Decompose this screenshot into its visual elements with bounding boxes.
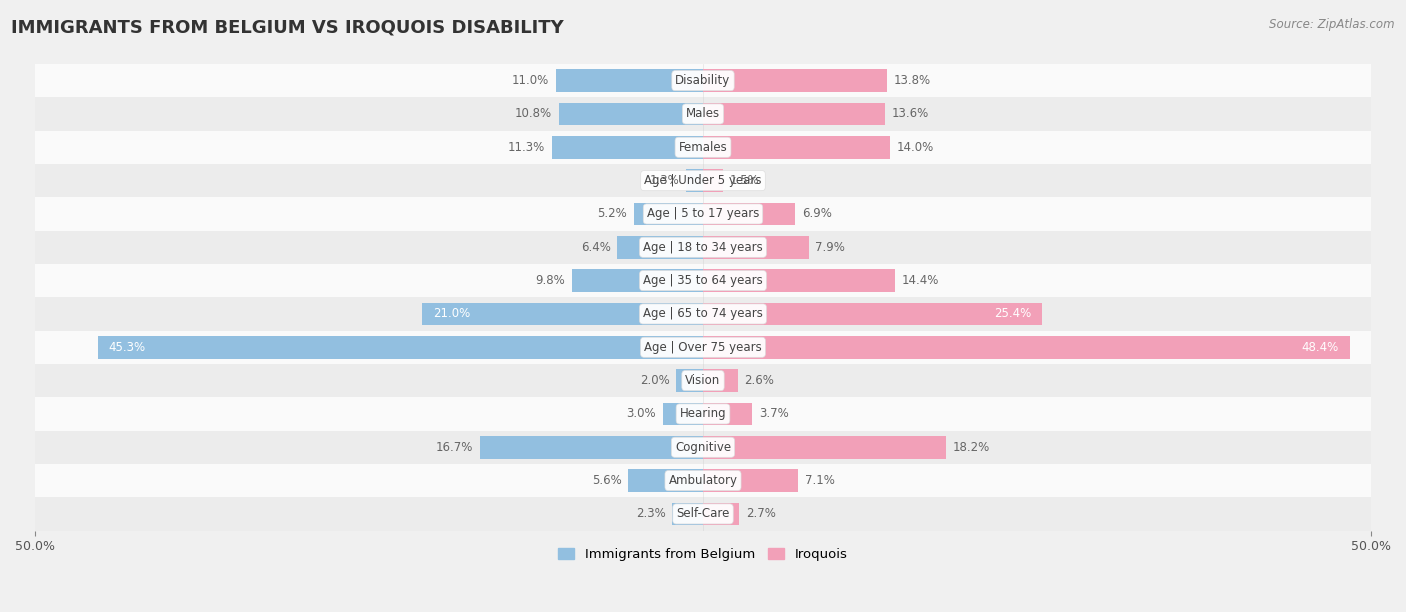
Bar (703, 469, 797, 492)
Text: Vision: Vision (685, 374, 721, 387)
Bar (703, 170, 723, 192)
Bar (35, 397, 1371, 431)
Text: Hearing: Hearing (679, 408, 727, 420)
Text: 1.5%: 1.5% (730, 174, 759, 187)
Bar (703, 403, 752, 425)
Text: 45.3%: 45.3% (108, 341, 146, 354)
Bar (98, 336, 703, 359)
Bar (703, 302, 1042, 325)
Bar (35, 498, 1371, 531)
Bar (35, 264, 1371, 297)
Text: 14.0%: 14.0% (897, 141, 934, 154)
Text: 11.0%: 11.0% (512, 74, 550, 87)
Text: 21.0%: 21.0% (433, 307, 471, 321)
Text: 2.6%: 2.6% (744, 374, 775, 387)
Bar (628, 469, 703, 492)
Bar (555, 69, 703, 92)
Bar (35, 464, 1371, 498)
Bar (703, 369, 738, 392)
Bar (558, 103, 703, 125)
Text: 14.4%: 14.4% (903, 274, 939, 287)
Bar (479, 436, 703, 458)
Text: 3.7%: 3.7% (759, 408, 789, 420)
Bar (703, 236, 808, 259)
Bar (662, 403, 703, 425)
Text: 7.9%: 7.9% (815, 241, 845, 254)
Bar (703, 269, 896, 292)
Bar (35, 97, 1371, 130)
Text: Cognitive: Cognitive (675, 441, 731, 453)
Text: Age | 18 to 34 years: Age | 18 to 34 years (643, 241, 763, 254)
Text: 5.6%: 5.6% (592, 474, 621, 487)
Text: Disability: Disability (675, 74, 731, 87)
Text: 7.1%: 7.1% (804, 474, 834, 487)
Text: 6.4%: 6.4% (581, 241, 610, 254)
Bar (35, 64, 1371, 97)
Bar (422, 302, 703, 325)
Bar (703, 136, 890, 159)
Text: Self-Care: Self-Care (676, 507, 730, 520)
Text: 13.8%: 13.8% (894, 74, 931, 87)
Text: 25.4%: 25.4% (994, 307, 1032, 321)
Text: IMMIGRANTS FROM BELGIUM VS IROQUOIS DISABILITY: IMMIGRANTS FROM BELGIUM VS IROQUOIS DISA… (11, 18, 564, 36)
Bar (35, 330, 1371, 364)
Text: Age | 65 to 74 years: Age | 65 to 74 years (643, 307, 763, 321)
Legend: Immigrants from Belgium, Iroquois: Immigrants from Belgium, Iroquois (553, 542, 853, 566)
Text: 13.6%: 13.6% (891, 108, 928, 121)
Bar (703, 436, 946, 458)
Bar (676, 369, 703, 392)
Bar (703, 336, 1350, 359)
Bar (35, 197, 1371, 231)
Text: 16.7%: 16.7% (436, 441, 474, 453)
Bar (634, 203, 703, 225)
Bar (553, 136, 703, 159)
Text: 6.9%: 6.9% (801, 207, 832, 220)
Text: Ambulatory: Ambulatory (668, 474, 738, 487)
Text: Age | 35 to 64 years: Age | 35 to 64 years (643, 274, 763, 287)
Text: 10.8%: 10.8% (515, 108, 553, 121)
Text: Males: Males (686, 108, 720, 121)
Bar (35, 297, 1371, 330)
Text: 1.3%: 1.3% (650, 174, 679, 187)
Text: 18.2%: 18.2% (953, 441, 990, 453)
Text: Age | Under 5 years: Age | Under 5 years (644, 174, 762, 187)
Text: 9.8%: 9.8% (536, 274, 565, 287)
Text: 48.4%: 48.4% (1302, 341, 1339, 354)
Text: 2.3%: 2.3% (636, 507, 665, 520)
Text: Source: ZipAtlas.com: Source: ZipAtlas.com (1270, 18, 1395, 31)
Text: Age | 5 to 17 years: Age | 5 to 17 years (647, 207, 759, 220)
Bar (686, 170, 703, 192)
Bar (703, 502, 740, 525)
Bar (35, 364, 1371, 397)
Text: 2.0%: 2.0% (640, 374, 669, 387)
Bar (703, 203, 796, 225)
Bar (572, 269, 703, 292)
Text: Females: Females (679, 141, 727, 154)
Bar (35, 130, 1371, 164)
Text: 11.3%: 11.3% (508, 141, 546, 154)
Text: 3.0%: 3.0% (627, 408, 657, 420)
Bar (35, 164, 1371, 197)
Bar (35, 431, 1371, 464)
Text: 5.2%: 5.2% (598, 207, 627, 220)
Bar (703, 103, 884, 125)
Text: Age | Over 75 years: Age | Over 75 years (644, 341, 762, 354)
Bar (617, 236, 703, 259)
Text: 2.7%: 2.7% (745, 507, 776, 520)
Bar (703, 69, 887, 92)
Bar (35, 231, 1371, 264)
Bar (672, 502, 703, 525)
